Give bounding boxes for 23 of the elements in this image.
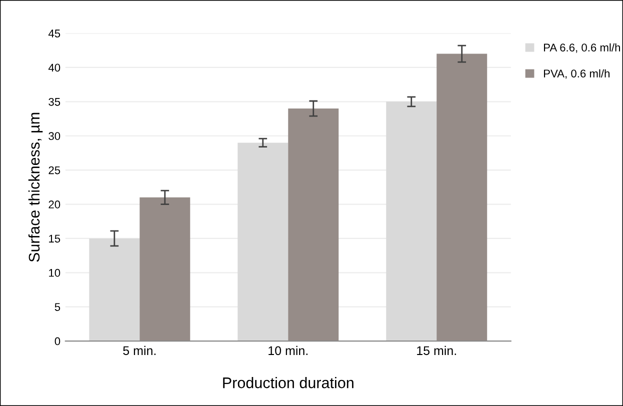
y-tick-label: 15 [49,234,60,243]
bar [238,142,288,342]
x-tick-label: 5 min. [123,346,156,356]
x-axis-title: Production duration [223,377,354,388]
legend-label: PVA, 0.6 ml/h [544,69,610,79]
y-tick-label: 40 [48,64,60,72]
y-axis-title: Surface thickness, µm [28,112,43,262]
bar [288,108,339,342]
y-tick-label: 20 [48,200,60,208]
legend-label: PA 6.6, 0.6 ml/h [544,43,620,53]
bar [436,54,488,342]
y-tick-label: 35 [48,98,60,106]
y-tick-label: 0 [54,337,60,346]
y-tick-label: 10 [49,268,60,277]
bar [386,102,437,342]
bar [140,197,190,342]
x-tick-label: 15 min. [417,346,456,356]
y-tick-label: 5 [54,303,60,311]
x-tick-label: 10 min. [268,346,308,356]
y-tick-label: 25 [48,166,60,174]
y-tick-label: 30 [48,132,60,140]
bar [89,238,140,342]
y-tick-label: 45 [48,30,60,38]
